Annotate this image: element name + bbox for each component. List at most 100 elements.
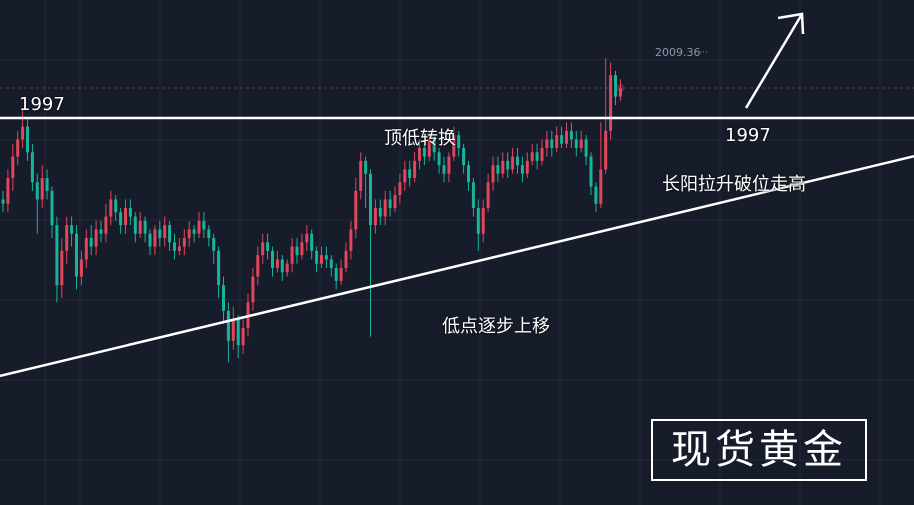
candle-body [89,238,93,247]
candle-body [589,156,593,187]
candle-body [222,285,225,311]
candle-body [520,165,524,174]
candle-body [256,255,260,277]
candle-body [133,216,137,234]
candle-body [560,135,564,144]
candle-body [104,216,108,234]
candle-body [16,139,20,157]
candle-body [476,208,480,234]
candle-body [173,242,176,251]
candle-body [584,139,588,157]
candle-body [40,178,44,200]
candle-body [344,250,348,268]
candle-body [94,229,98,247]
higher-lows-label: 低点逐步上移 [442,316,550,337]
candle-body [241,328,245,346]
candle-body [378,208,382,217]
candle-body [11,156,15,178]
candle-body [579,139,583,148]
candle-body [143,220,147,234]
resistance-label-right: 1997 [725,125,771,146]
candle-body [197,220,201,234]
candle-body [217,250,221,286]
candle-body [65,225,69,251]
candle-body [457,135,461,148]
candle-body [158,229,162,238]
peak-price-label: 2009.36 [655,46,701,59]
candle-body [471,182,475,208]
top-bottom-switch-label: 顶低转换 [384,128,456,149]
candle-body [339,268,343,281]
candle-body [124,208,127,226]
candle-body [109,199,113,217]
candle-body [30,152,34,183]
candle-body [119,212,123,226]
candle-body [1,199,5,204]
candle-body [236,319,240,346]
candle-body [432,139,436,153]
candle-body [75,233,78,277]
candle-body [315,250,319,264]
candle-body [60,250,64,286]
candle-body [148,233,152,247]
candle-body [496,165,500,174]
candle-body [555,135,559,148]
candle-body [182,238,186,247]
candle-body [481,208,485,234]
candle-body [506,160,510,170]
candle-body [192,229,196,234]
candle-body [393,195,397,208]
candle-body [491,165,495,183]
candle-body [261,242,265,256]
candle-body [594,186,598,204]
candle-body [251,276,255,303]
candle-body [275,259,279,268]
candle-body [55,225,59,286]
candle-body [50,190,54,226]
up-arrow-shaft [744,13,804,109]
up-arrow-head [777,12,805,35]
candle-body [138,220,142,234]
candle-body [226,310,230,341]
candle-body [349,229,353,251]
candle-body [413,160,417,178]
candle-body [569,130,573,140]
candle-body [295,246,299,256]
candle-body [70,225,74,234]
candle-body [373,208,377,226]
candle-body [516,156,519,166]
candle-body [383,199,387,217]
candle-body [467,165,470,183]
candles [1,58,622,363]
candle-body [545,139,549,148]
resistance-label-left: 1997 [19,94,65,115]
candle-body [369,173,372,226]
candle-body [535,152,539,161]
candle-body [300,242,304,256]
candle-body [540,148,544,161]
candle-body [84,238,88,260]
breakout-label: 长阳拉升破位走高 [662,174,806,195]
candle-body [427,139,431,157]
candle-body [45,178,49,191]
candle-body [408,169,412,178]
candle-body [359,160,363,191]
candle-body [354,190,358,230]
candle-body [79,259,83,277]
candle-body [364,160,368,174]
candle-body [310,233,314,251]
candle-body [398,182,402,196]
candle-body [599,169,603,204]
candle-body [280,259,284,273]
candle-body [290,246,294,264]
candle-body [168,225,172,243]
latest-price-glow [616,84,625,92]
candle-body [550,139,554,148]
candle-body [212,238,216,251]
candle-body [501,160,505,174]
candle-body [6,178,10,204]
drawn-lines [0,12,914,378]
candle-body [26,126,29,153]
